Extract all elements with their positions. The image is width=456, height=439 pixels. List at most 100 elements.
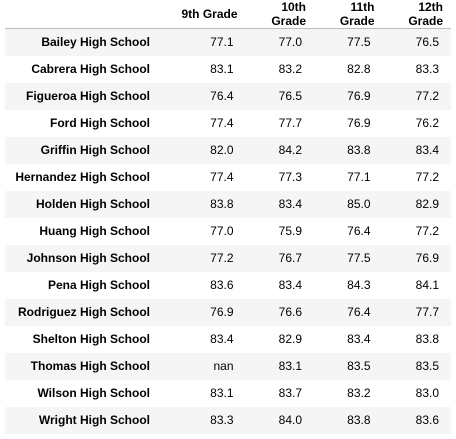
table-row: Pena High School 83.6 83.4 84.3 84.1 [5, 271, 451, 299]
column-header-11th-grade: 11th Grade [314, 0, 383, 29]
table-cell: 82.9 [278, 332, 302, 346]
row-label-school: Figueroa High School [25, 89, 150, 103]
table-cell: 83.8 [415, 332, 439, 346]
table-cell: 76.7 [278, 251, 302, 265]
table-row: Griffin High School 82.0 84.2 83.8 83.4 [5, 136, 451, 164]
table-cell: 83.2 [347, 386, 371, 400]
table-cell: nan [213, 359, 234, 373]
index-header [5, 0, 177, 29]
row-label-school: Thomas High School [30, 359, 150, 373]
table-cell: 77.1 [347, 170, 371, 184]
row-label-school: Hernandez High School [15, 170, 150, 184]
table-row: Bailey High School 77.1 77.0 77.5 76.5 [5, 28, 451, 56]
table-cell: 84.1 [415, 278, 439, 292]
table-cell: 77.3 [278, 170, 302, 184]
table-cell: 77.2 [415, 170, 439, 184]
table-cell: 77.4 [210, 170, 234, 184]
table-cell: 77.4 [210, 116, 234, 130]
row-label-school: Pena High School [47, 278, 150, 292]
row-label-school: Johnson High School [26, 251, 150, 265]
table-cell: 77.2 [415, 224, 439, 238]
table-row: Cabrera High School 83.1 83.2 82.8 83.3 [5, 55, 451, 83]
table-cell: 77.7 [415, 305, 439, 319]
header-row: 9th Grade 10th Grade 11th Grade 12th Gra… [5, 0, 451, 29]
table-cell: 85.0 [347, 197, 371, 211]
table-cell: 76.4 [210, 89, 234, 103]
grade-scores-table: 9th Grade 10th Grade 11th Grade 12th Gra… [5, 0, 451, 434]
table-cell: 76.5 [278, 89, 302, 103]
table-cell: 77.0 [210, 224, 234, 238]
row-label-school: Cabrera High School [31, 62, 150, 76]
table-cell: 82.8 [347, 62, 371, 76]
table-cell: 76.4 [347, 305, 371, 319]
table-row: Ford High School 77.4 77.7 76.9 76.2 [5, 109, 451, 137]
table-cell: 76.9 [347, 89, 371, 103]
table-cell: 76.9 [415, 251, 439, 265]
table-cell: 83.2 [278, 62, 302, 76]
table-cell: 83.4 [347, 332, 371, 346]
table-cell: 77.5 [347, 35, 371, 50]
row-label-school: Wright High School [38, 413, 150, 427]
table-row: Holden High School 83.8 83.4 85.0 82.9 [5, 190, 451, 218]
table-cell: 83.5 [347, 359, 371, 373]
row-label-school: Rodriguez High School [18, 305, 150, 319]
table-cell: 82.0 [210, 143, 234, 157]
table-cell: 83.5 [415, 359, 439, 373]
table-cell: 77.0 [278, 35, 302, 50]
row-label-school: Bailey High School [41, 35, 150, 50]
table-cell: 83.0 [415, 386, 439, 400]
table-row: Johnson High School 77.2 76.7 77.5 76.9 [5, 244, 451, 272]
table-cell: 84.2 [278, 143, 302, 157]
table-cell: 77.1 [210, 35, 234, 50]
table-cell: 84.0 [278, 413, 302, 427]
row-label-school: Griffin High School [40, 143, 150, 157]
table-cell: 76.5 [415, 35, 439, 50]
row-label-school: Huang High School [39, 224, 150, 238]
column-header-9th-grade: 9th Grade [177, 0, 246, 29]
table-cell: 77.2 [415, 89, 439, 103]
column-header-12th-grade: 12th Grade [382, 0, 451, 29]
table-row: Thomas High School nan 83.1 83.5 83.5 [5, 352, 451, 380]
table-cell: 83.4 [415, 143, 439, 157]
table-cell: 83.3 [210, 413, 234, 427]
table-cell: 76.4 [347, 224, 371, 238]
table-cell: 77.2 [210, 251, 234, 265]
table-cell: 83.4 [278, 278, 302, 292]
table-cell: 76.6 [278, 305, 302, 319]
table-cell: 77.5 [347, 251, 371, 265]
table-row: Hernandez High School 77.4 77.3 77.1 77.2 [5, 163, 451, 191]
table-cell: 76.9 [347, 116, 371, 130]
table-cell: 83.8 [210, 197, 234, 211]
table-cell: 84.3 [347, 278, 371, 292]
table-body: Bailey High School 77.1 77.0 77.5 76.5 Cabrer… [5, 28, 451, 434]
table-cell: 83.1 [210, 386, 234, 400]
table-cell: 83.6 [415, 413, 439, 427]
table-header: 9th Grade 10th Grade 11th Grade 12th Gra… [5, 0, 451, 29]
table-row: Figueroa High School 76.4 76.5 76.9 77.2 [5, 82, 451, 110]
table-cell: 82.9 [415, 197, 439, 211]
dataframe-output: 9th Grade 10th Grade 11th Grade 12th Gra… [5, 0, 451, 434]
table-cell: 83.7 [278, 386, 302, 400]
table-cell: 83.1 [210, 62, 234, 76]
table-cell: 83.6 [210, 278, 234, 292]
table-cell: 83.8 [347, 143, 371, 157]
table-cell: 76.9 [210, 305, 234, 319]
table-row: Wilson High School 83.1 83.7 83.2 83.0 [5, 379, 451, 407]
column-header-10th-grade: 10th Grade [245, 0, 314, 29]
table-cell: 83.1 [278, 359, 302, 373]
table-row: Huang High School 77.0 75.9 76.4 77.2 [5, 217, 451, 245]
table-cell: 75.9 [278, 224, 302, 238]
row-label-school: Ford High School [50, 116, 150, 130]
row-label-school: Holden High School [36, 197, 150, 211]
row-label-school: Shelton High School [32, 332, 150, 346]
table-cell: 83.4 [278, 197, 302, 211]
table-cell: 83.3 [415, 62, 439, 76]
table-row: Shelton High School 83.4 82.9 83.4 83.8 [5, 325, 451, 353]
row-label-school: Wilson High School [37, 386, 150, 400]
table-cell: 83.4 [210, 332, 234, 346]
table-row: Wright High School 83.3 84.0 83.8 83.6 [5, 406, 451, 434]
table-cell: 76.2 [415, 116, 439, 130]
table-row: Rodriguez High School 76.9 76.6 76.4 77.7 [5, 298, 451, 326]
table-cell: 83.8 [347, 413, 371, 427]
table-cell: 77.7 [278, 116, 302, 130]
